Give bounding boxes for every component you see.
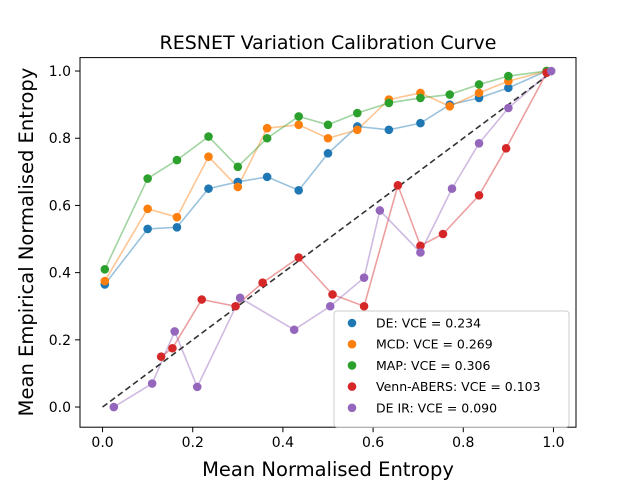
data-point-de (262, 172, 272, 182)
series-line-de-ir (113, 70, 552, 408)
x-axis-label: Mean Normalised Entropy (202, 458, 454, 480)
data-point-map (323, 120, 333, 130)
plot-area (100, 66, 556, 412)
data-point-map (262, 133, 272, 143)
legend-label-map: MAP: VCE = 0.306 (376, 358, 490, 373)
data-point-de-ir (504, 103, 513, 113)
x-tick-label: 0.4 (272, 435, 294, 451)
data-point-de (294, 186, 303, 195)
data-point-venn-abers (393, 180, 403, 190)
data-point-map (143, 174, 152, 183)
data-point-de-ir (170, 327, 179, 336)
data-point-venn-abers (258, 278, 267, 288)
legend-marker-map (347, 361, 357, 370)
data-point-mcd (204, 152, 213, 162)
y-tick-label: 0.4 (49, 266, 71, 282)
y-tick-label: 0.0 (49, 400, 71, 416)
data-point-de-ir (192, 382, 202, 392)
data-point-venn-abers (156, 352, 166, 361)
data-point-venn-abers (168, 343, 177, 353)
data-point-map (204, 132, 213, 141)
data-point-venn-abers (328, 290, 337, 299)
y-tick-label: 1.0 (49, 64, 71, 80)
y-tick-label: 0.8 (49, 131, 71, 147)
data-point-mcd (294, 120, 303, 130)
data-point-venn-abers (438, 229, 448, 239)
data-point-de-ir (375, 206, 385, 215)
data-point-de (204, 184, 213, 193)
data-point-de-ir (109, 402, 119, 412)
data-point-de (504, 83, 513, 93)
data-point-de (143, 224, 152, 234)
legend-marker-de-ir (347, 403, 357, 413)
data-point-map (172, 155, 182, 165)
perfect-calibration-line (102, 70, 554, 408)
data-point-de (323, 149, 333, 158)
x-axis-ticks: 0.0 0.2 0.4 0.6 0.8 1.0 (91, 427, 565, 451)
data-point-venn-abers (416, 241, 425, 251)
data-point-map (416, 93, 425, 103)
x-tick-label: 0.6 (362, 435, 384, 451)
data-point-mcd (262, 123, 272, 133)
data-point-de-ir (359, 273, 369, 282)
legend-marker-venn-abers (347, 382, 357, 391)
legend: DE: VCE = 0.234 MCD: VCE = 0.269 MAP: VCE … (333, 310, 570, 428)
data-point-venn-abers (501, 144, 511, 153)
data-point-venn-abers (197, 295, 207, 304)
y-tick-label: 0.6 (49, 198, 71, 214)
data-point-de (384, 125, 394, 135)
data-point-map (445, 90, 455, 99)
y-axis-label: Mean Empirical Normalised Entropy (15, 68, 38, 417)
axes-frame (79, 57, 577, 428)
data-point-mcd (323, 133, 333, 143)
data-point-map (384, 98, 394, 108)
legend-label-de-ir: DE IR: VCE = 0.090 (376, 400, 497, 415)
data-point-de-ir (289, 325, 299, 335)
x-tick-label: 0.0 (91, 435, 113, 451)
data-point-de-ir (447, 184, 457, 193)
data-point-mcd (143, 204, 152, 214)
data-point-venn-abers (231, 301, 240, 311)
x-tick-label: 0.8 (452, 435, 474, 451)
data-point-mcd (233, 182, 243, 192)
legend-label-mcd: MCD: VCE = 0.269 (376, 337, 493, 352)
legend-label-de: DE: VCE = 0.234 (376, 316, 481, 331)
legend-marker-mcd (347, 339, 357, 349)
data-point-venn-abers (359, 301, 369, 311)
x-tick-label: 0.2 (182, 435, 204, 451)
data-point-de-ir (474, 138, 484, 148)
data-point-map (504, 71, 513, 81)
data-point-de-ir (235, 293, 245, 303)
legend-marker-de (347, 318, 357, 328)
data-point-de-ir (147, 379, 157, 388)
data-point-de (172, 222, 182, 232)
y-axis-ticks: 0.0 0.2 0.4 0.6 0.8 1.0 (49, 64, 80, 416)
data-point-de-ir (546, 66, 556, 76)
data-point-mcd (172, 212, 182, 222)
x-tick-label: 1.0 (542, 435, 564, 451)
data-point-map (294, 112, 303, 121)
data-point-mcd (100, 276, 110, 286)
chart-title: RESNET Variation Calibration Curve (160, 32, 497, 54)
legend-label-venn-abers: Venn-ABERS: VCE = 0.103 (376, 379, 541, 394)
data-point-venn-abers (294, 253, 303, 262)
legend-box (333, 310, 570, 428)
data-point-map (100, 264, 110, 274)
series-line-venn-abers (160, 72, 548, 358)
data-point-map (474, 80, 484, 89)
y-tick-label: 0.2 (49, 333, 71, 349)
data-point-mcd (474, 88, 484, 98)
data-point-de-ir (416, 248, 425, 257)
data-point-mcd (353, 125, 362, 135)
data-point-venn-abers (474, 191, 484, 200)
data-point-map (233, 162, 243, 172)
data-point-de-ir (325, 301, 335, 311)
data-point-mcd (445, 102, 455, 111)
data-point-map (353, 108, 362, 118)
data-point-de (416, 118, 425, 128)
